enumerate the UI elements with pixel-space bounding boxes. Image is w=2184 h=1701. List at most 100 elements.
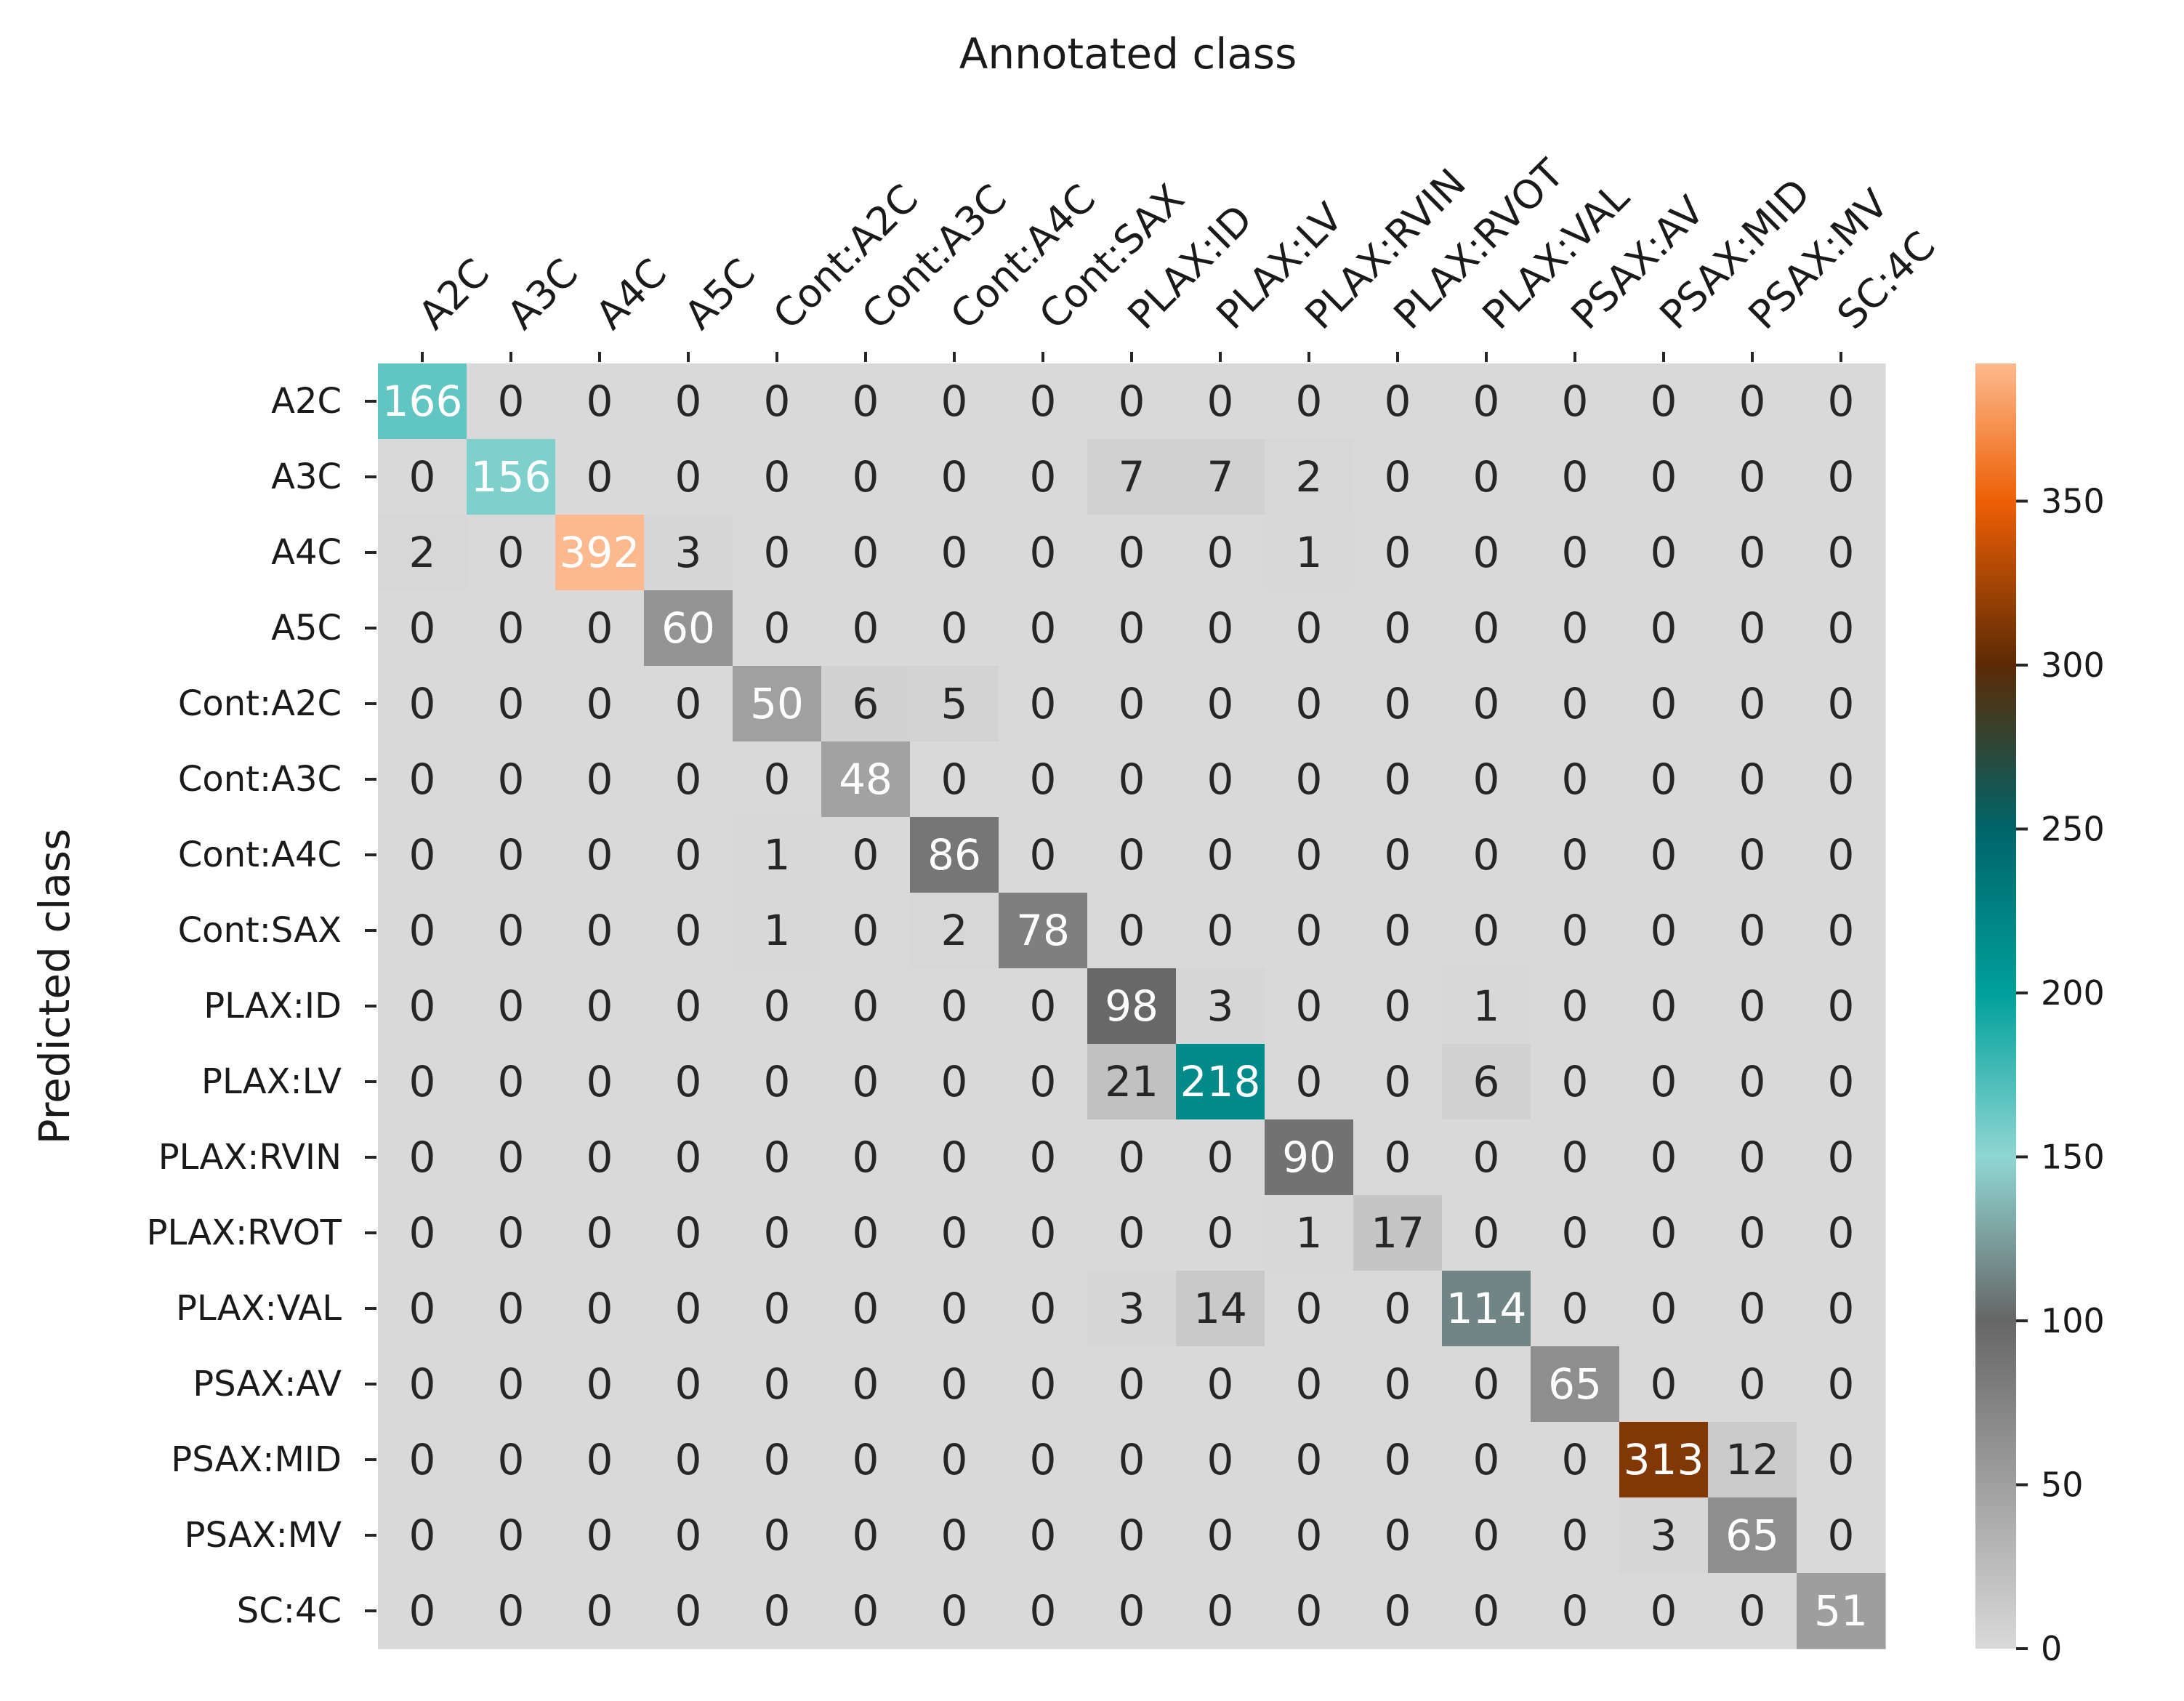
cell-value-label: 0 <box>853 1284 879 1333</box>
cell-value-label: 0 <box>1562 603 1589 653</box>
heatmap-cell-Cont:A3C-A3C <box>467 741 556 818</box>
heatmap-cell-A4C-PLAX:RVOT <box>1353 515 1443 591</box>
heatmap-cell-A3C-A2C <box>378 439 467 515</box>
heatmap-cell-SC:4C-A2C <box>378 1573 467 1649</box>
colorbar-tick-label: 100 <box>2041 1301 2105 1340</box>
cell-value-label: 0 <box>941 1057 968 1106</box>
heatmap-cell-PLAX:ID-SC:4C <box>1797 968 1886 1045</box>
cell-value-label: 0 <box>409 1435 436 1484</box>
heatmap-cell-PLAX:VAL-A4C <box>555 1271 645 1347</box>
cell-value-label: 0 <box>1562 1586 1589 1636</box>
cell-value-label: 0 <box>1473 906 1500 955</box>
x-tick-label: A2C <box>410 250 499 339</box>
cell-value-label: 0 <box>1828 377 1855 426</box>
heatmap-cell-PSAX:MV-PSAX:AV <box>1531 1497 1620 1574</box>
heatmap-cell-Cont:SAX-PSAX:MID <box>1619 893 1709 969</box>
cell-value-label: 0 <box>409 1511 436 1560</box>
heatmap-cell-PLAX:VAL-PLAX:RVOT <box>1353 1271 1443 1347</box>
heatmap-cell-PSAX:AV-PLAX:RVIN <box>1265 1346 1354 1423</box>
cell-value-label: 60 <box>661 603 715 653</box>
cell-value-label: 0 <box>1296 679 1323 728</box>
heatmap-cells <box>378 363 1886 1649</box>
heatmap-cell-Cont:A2C-A5C <box>644 666 733 742</box>
cell-value-label: 0 <box>764 452 791 502</box>
heatmap-cell-labels: 166 0 0 0 0 0 0 0 0 0 0 0 0 0 0 0 00 156 0 0 0 0 0 0 7 7 2 0 0 0 0 0 02 0… <box>382 377 1868 1636</box>
cell-value-label: 0 <box>941 1511 968 1560</box>
heatmap-cell-A4C-Cont:A3C <box>821 515 911 591</box>
cell-value-label: 0 <box>764 1133 791 1182</box>
heatmap-cell-A5C-Cont:SAX <box>999 590 1088 667</box>
cell-value-label: 0 <box>1651 981 1677 1031</box>
cell-value-label: 98 <box>1105 981 1159 1031</box>
heatmap-cell-PLAX:RVOT-PLAX:LV <box>1176 1195 1265 1271</box>
heatmap-cell-A5C-A4C <box>555 590 645 667</box>
cell-value-label: 0 <box>587 981 613 1031</box>
heatmap-cell-A3C-PLAX:VAL <box>1442 439 1531 515</box>
heatmap-cell-Cont:A2C-A2C <box>378 666 467 742</box>
heatmap-cell-Cont:SAX-PLAX:LV <box>1176 893 1265 969</box>
cell-value-label: 0 <box>1296 377 1323 426</box>
heatmap-cell-PLAX:LV-A4C <box>555 1044 645 1120</box>
heatmap-cell-PLAX:ID-Cont:A2C <box>733 968 822 1045</box>
cell-value-label: 0 <box>941 1586 968 1636</box>
heatmap-cell-PSAX:MV-A2C <box>378 1497 467 1574</box>
heatmap-cell-Cont:A2C-Cont:SAX <box>999 666 1088 742</box>
x-tick-label: A3C <box>499 250 587 339</box>
cell-value-label: 0 <box>587 1435 613 1484</box>
x-axis-title: Annotated class <box>959 29 1297 79</box>
heatmap-cell-PLAX:RVOT-A2C <box>378 1195 467 1271</box>
heatmap-cell-PLAX:RVIN-A2C <box>378 1119 467 1196</box>
cell-value-label: 7 <box>1119 452 1145 502</box>
heatmap-cell-Cont:SAX-A2C <box>378 893 467 969</box>
heatmap-cell-PLAX:LV-Cont:A3C <box>821 1044 911 1120</box>
cell-value-label: 0 <box>1385 452 1411 502</box>
cell-value-label: 313 <box>1624 1435 1704 1484</box>
heatmap-cell-PSAX:MID-Cont:A2C <box>733 1422 822 1498</box>
cell-value-label: 0 <box>1030 377 1057 426</box>
heatmap-cell-A3C-PSAX:MID <box>1619 439 1709 515</box>
y-tick-label: PSAX:MID <box>171 1439 342 1480</box>
cell-value-label: 0 <box>1651 603 1677 653</box>
heatmap-cell-Cont:A3C-SC:4C <box>1797 741 1886 818</box>
x-tick-label: A4C <box>587 250 676 339</box>
heatmap-cell-Cont:SAX-PSAX:MV <box>1708 893 1797 969</box>
cell-value-label: 392 <box>560 528 640 577</box>
cell-value-label: 0 <box>409 906 436 955</box>
heatmap-cell-PLAX:VAL-PLAX:RVIN <box>1265 1271 1354 1347</box>
heatmap-cell-Cont:A2C-PLAX:VAL <box>1442 666 1531 742</box>
cell-value-label: 0 <box>587 906 613 955</box>
cell-value-label: 0 <box>764 528 791 577</box>
heatmap-cell-PSAX:MV-PSAX:MV <box>1708 1497 1797 1574</box>
cell-value-label: 0 <box>1828 679 1855 728</box>
heatmap-cell-Cont:A2C-PLAX:RVIN <box>1265 666 1354 742</box>
cell-value-label: 0 <box>1739 981 1766 1031</box>
cell-value-label: 0 <box>1739 1284 1766 1333</box>
heatmap-cell-PLAX:RVOT-PLAX:RVIN <box>1265 1195 1354 1271</box>
heatmap-cell-PLAX:VAL-PSAX:MID <box>1619 1271 1709 1347</box>
cell-value-label: 1 <box>1296 528 1323 577</box>
cell-value-label: 0 <box>409 1208 436 1258</box>
cell-value-label: 0 <box>1385 830 1411 880</box>
cell-value-label: 0 <box>675 1133 702 1182</box>
heatmap-cell-PLAX:ID-Cont:A4C <box>910 968 999 1045</box>
heatmap-cell-A5C-PLAX:VAL <box>1442 590 1531 667</box>
heatmap-cell-Cont:A2C-Cont:A2C <box>733 666 822 742</box>
cell-value-label: 0 <box>1119 906 1145 955</box>
heatmap-cell-SC:4C-A3C <box>467 1573 556 1649</box>
heatmap-cell-SC:4C-PLAX:RVOT <box>1353 1573 1443 1649</box>
y-tick-label: PLAX:VAL <box>176 1288 342 1329</box>
cell-value-label: 0 <box>941 1133 968 1182</box>
heatmap-cell-A5C-PSAX:AV <box>1531 590 1620 667</box>
heatmap-cell-PSAX:MV-PSAX:MID <box>1619 1497 1709 1574</box>
heatmap-cell-PLAX:VAL-PLAX:VAL <box>1442 1271 1531 1347</box>
heatmap-cell-A4C-PSAX:AV <box>1531 515 1620 591</box>
heatmap-cell-PLAX:ID-A2C <box>378 968 467 1045</box>
cell-value-label: 0 <box>1119 1133 1145 1182</box>
heatmap-cell-Cont:SAX-PLAX:RVIN <box>1265 893 1354 969</box>
colorbar-tick-label: 300 <box>2041 646 2105 685</box>
heatmap-cell-PSAX:MV-Cont:SAX <box>999 1497 1088 1574</box>
heatmap-cell-A2C-PLAX:RVOT <box>1353 363 1443 440</box>
cell-value-label: 0 <box>764 1208 791 1258</box>
heatmap-cell-PLAX:LV-Cont:SAX <box>999 1044 1088 1120</box>
heatmap-cell-PLAX:LV-PLAX:RVOT <box>1353 1044 1443 1120</box>
